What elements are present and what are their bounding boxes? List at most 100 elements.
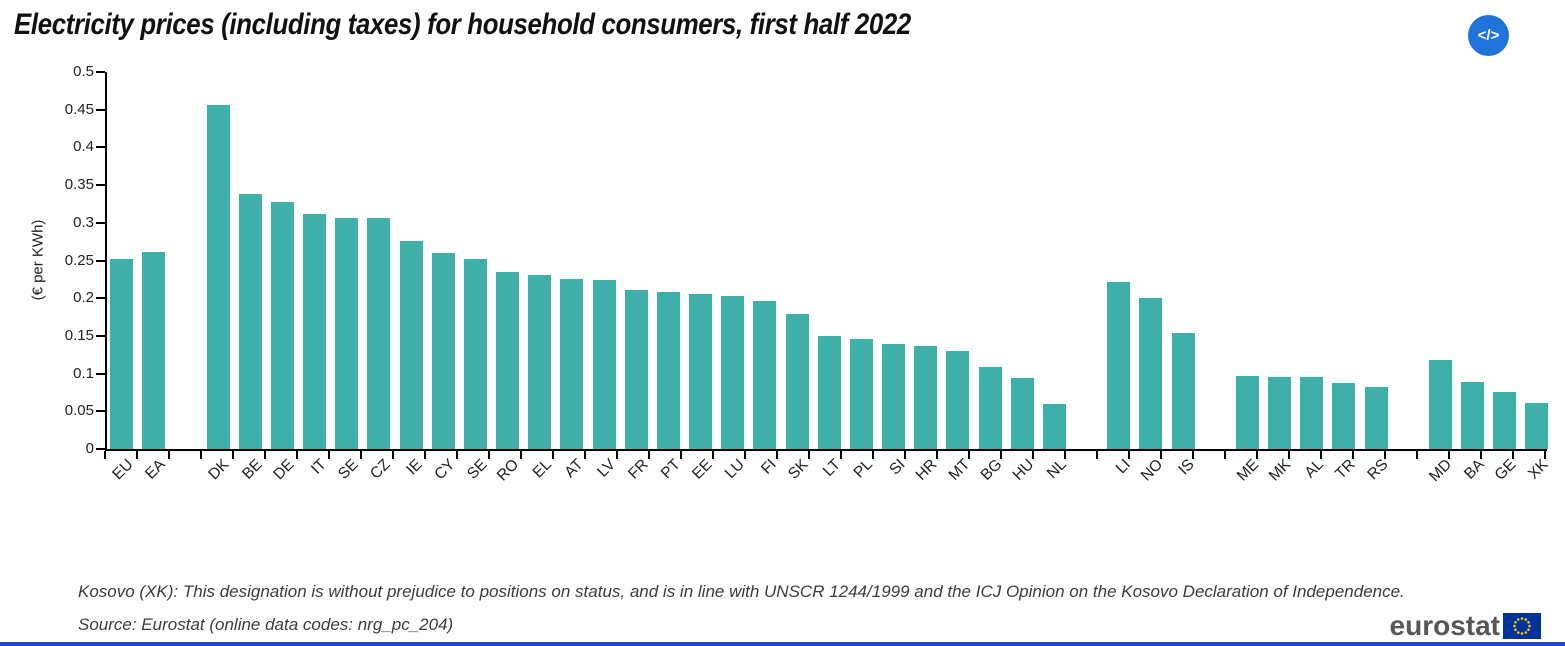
x-axis-label-NO: NO bbox=[1137, 456, 1166, 485]
x-tick-mark bbox=[392, 451, 394, 459]
y-tick-mark bbox=[96, 410, 105, 413]
x-tick-mark bbox=[136, 451, 138, 459]
x-axis-label-MK: MK bbox=[1266, 456, 1295, 485]
x-tick-mark bbox=[424, 451, 426, 459]
eurostat-logo: eurostat bbox=[1390, 610, 1541, 642]
y-tick-mark bbox=[96, 146, 105, 149]
x-tick-mark bbox=[1128, 451, 1130, 459]
bar-EU bbox=[110, 259, 133, 449]
x-tick-mark bbox=[488, 451, 490, 459]
x-axis-label-IT: IT bbox=[307, 456, 330, 478]
y-tick-mark bbox=[96, 108, 105, 111]
x-tick-mark bbox=[1256, 451, 1258, 459]
x-tick-mark bbox=[1320, 451, 1322, 459]
bar-LI bbox=[1107, 282, 1131, 449]
x-axis-label-HR: HR bbox=[912, 456, 941, 484]
brand-bottom-strip bbox=[0, 642, 1565, 646]
bar-TR bbox=[1332, 383, 1356, 449]
x-axis-label-GE: GE bbox=[1491, 456, 1520, 484]
x-tick-mark bbox=[904, 451, 906, 459]
x-tick-mark bbox=[1512, 451, 1514, 459]
x-tick-mark bbox=[200, 451, 202, 459]
x-tick-mark bbox=[1544, 451, 1546, 459]
x-axis-label-RO: RO bbox=[494, 456, 523, 485]
x-tick-mark bbox=[584, 451, 586, 459]
bar-CY bbox=[431, 253, 455, 449]
x-tick-mark bbox=[968, 451, 970, 459]
x-axis-label-NL: NL bbox=[1043, 456, 1070, 483]
y-tick-label: 0.35 bbox=[64, 176, 94, 194]
x-tick-mark bbox=[936, 451, 938, 459]
bar-MK bbox=[1268, 377, 1292, 449]
bar-PT bbox=[656, 292, 680, 449]
bar-AL bbox=[1300, 377, 1324, 449]
bar-IS bbox=[1171, 333, 1195, 449]
x-tick-mark bbox=[1064, 451, 1066, 459]
y-tick-label: 0.4 bbox=[73, 138, 94, 156]
y-tick-label: 0.3 bbox=[73, 213, 94, 231]
bar-BG bbox=[978, 367, 1002, 449]
bar-SK bbox=[785, 314, 809, 449]
x-axis-label-LT: LT bbox=[820, 456, 845, 481]
x-tick-mark bbox=[616, 451, 618, 459]
x-axis-label-MD: MD bbox=[1426, 456, 1456, 486]
y-tick-mark bbox=[96, 297, 105, 300]
bar-GE bbox=[1493, 392, 1517, 449]
bar-NO bbox=[1139, 298, 1163, 449]
x-axis-label-RS: RS bbox=[1363, 456, 1392, 484]
bar-DE bbox=[270, 202, 294, 449]
x-tick-mark bbox=[744, 451, 746, 459]
x-axis-label-SK: SK bbox=[785, 456, 813, 483]
x-axis-label-PT: PT bbox=[657, 456, 684, 483]
bar-AT bbox=[560, 279, 584, 449]
bar-HR bbox=[914, 346, 938, 449]
bar-RS bbox=[1364, 387, 1388, 449]
x-axis-label-PL: PL bbox=[851, 456, 877, 482]
y-tick-label: 0.05 bbox=[64, 402, 94, 420]
bar-PL bbox=[849, 339, 873, 449]
x-tick-mark bbox=[328, 451, 330, 459]
bar-FI bbox=[753, 301, 777, 449]
x-axis-label-AL: AL bbox=[1301, 456, 1327, 482]
y-tick-mark bbox=[96, 259, 105, 262]
bar-LT bbox=[817, 336, 841, 449]
x-tick-mark bbox=[1192, 451, 1194, 459]
x-axis-label-MT: MT bbox=[945, 456, 973, 484]
x-axis-label-FR: FR bbox=[624, 456, 652, 483]
embed-code-button[interactable]: </> bbox=[1468, 15, 1509, 56]
x-tick-mark bbox=[808, 451, 810, 459]
bar-RO bbox=[496, 272, 520, 449]
bar-SE bbox=[335, 218, 359, 449]
x-tick-mark bbox=[1448, 451, 1450, 459]
x-tick-mark bbox=[1096, 451, 1098, 459]
x-tick-mark bbox=[360, 451, 362, 459]
bar-FR bbox=[624, 290, 648, 449]
eurostat-logo-text: eurostat bbox=[1389, 610, 1500, 641]
y-tick-label: 0.1 bbox=[73, 364, 94, 382]
bar-LU bbox=[721, 296, 745, 449]
kosovo-footnote: Kosovo (XK): This designation is without… bbox=[78, 582, 1405, 601]
y-tick-label: 0.5 bbox=[73, 63, 94, 80]
bar-SI bbox=[882, 344, 906, 449]
bar-EE bbox=[689, 294, 713, 449]
y-tick-label: 0.15 bbox=[64, 326, 94, 344]
x-axis-label-SE: SE bbox=[335, 456, 362, 483]
x-axis-label-SE: SE bbox=[463, 456, 491, 483]
source-note: Source: Eurostat (online data codes: nrg… bbox=[78, 615, 454, 634]
x-axis-label-LV: LV bbox=[594, 456, 620, 481]
x-axis-label-SI: SI bbox=[886, 456, 909, 479]
x-tick-mark bbox=[104, 451, 106, 459]
x-axis-label-EL: EL bbox=[529, 456, 555, 482]
x-tick-mark bbox=[264, 451, 266, 459]
x-axis-label-ME: ME bbox=[1234, 456, 1263, 485]
x-tick-mark bbox=[168, 451, 170, 459]
bar-NL bbox=[1042, 404, 1066, 449]
x-tick-mark bbox=[1288, 451, 1290, 459]
y-tick-label: 0.45 bbox=[64, 100, 94, 118]
x-axis-label-IE: IE bbox=[403, 456, 427, 479]
bar-LV bbox=[592, 280, 616, 449]
x-axis-label-CZ: CZ bbox=[367, 456, 394, 483]
x-axis-label-TR: TR bbox=[1332, 456, 1359, 483]
x-tick-mark bbox=[232, 451, 234, 459]
